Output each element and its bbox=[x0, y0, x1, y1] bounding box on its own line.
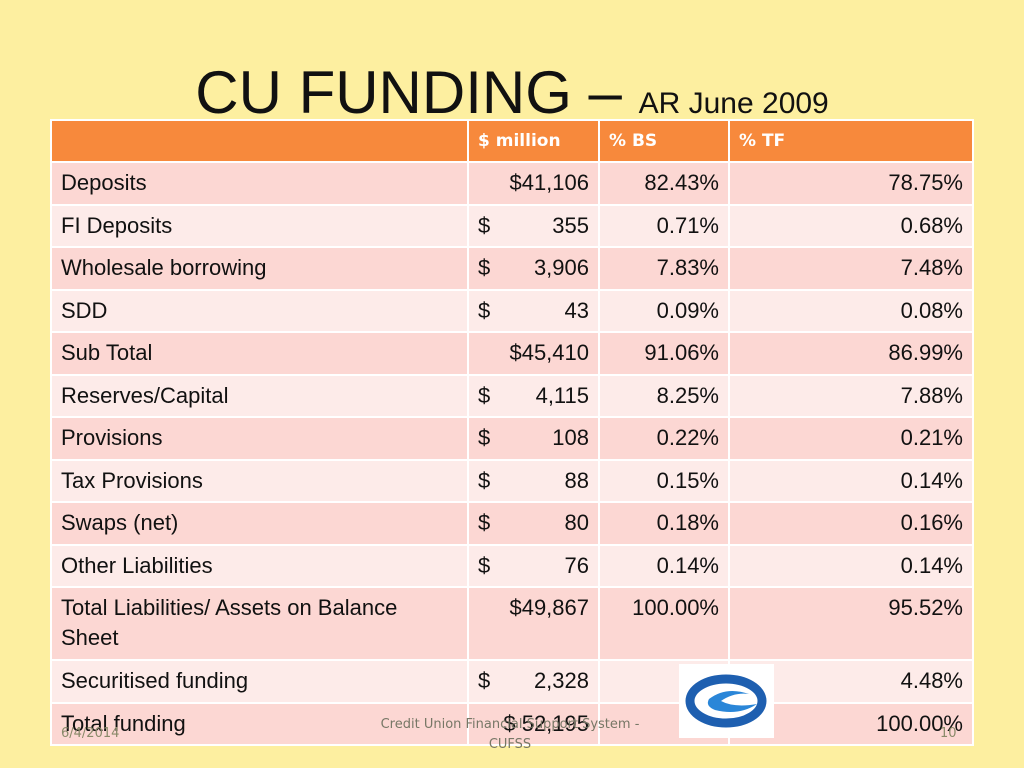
title-main: CU FUNDING – bbox=[195, 59, 639, 126]
amount-value: 4,115 bbox=[535, 382, 589, 408]
amount-value: 3,906 bbox=[533, 255, 589, 281]
row-pct-bs: 91.06% bbox=[598, 331, 730, 376]
amount-value: 76 bbox=[564, 552, 589, 578]
row-amount: $43 bbox=[467, 288, 600, 333]
row-amount: $3,906 bbox=[467, 246, 600, 291]
currency-symbol: $ bbox=[478, 510, 491, 536]
row-amount: $41,106 bbox=[467, 161, 600, 206]
row-pct-bs: 82.43% bbox=[598, 161, 730, 206]
row-amount: $355 bbox=[467, 203, 600, 248]
table-row: Total Liabilities/ Assets on Balance She… bbox=[50, 586, 974, 661]
row-pct-bs: 0.09% bbox=[598, 288, 730, 333]
row-pct-tf: 0.68% bbox=[728, 203, 974, 248]
amount-value: 2,328 bbox=[533, 668, 589, 694]
amount-value: 355 bbox=[552, 212, 589, 238]
row-pct-tf: 0.14% bbox=[728, 458, 974, 503]
row-label: Securitised funding bbox=[50, 659, 469, 704]
row-pct-bs: 0.22% bbox=[598, 416, 730, 461]
row-pct-tf: 0.16% bbox=[728, 501, 974, 546]
row-amount: $49,867 bbox=[467, 586, 600, 661]
footer-center-text: Credit Union Financial Support System - … bbox=[380, 717, 640, 752]
currency-symbol: $ bbox=[478, 212, 491, 238]
table-row: Deposits $41,106 82.43% 78.75% bbox=[50, 161, 974, 206]
row-pct-tf: 0.08% bbox=[728, 288, 974, 333]
row-pct-tf: 78.75% bbox=[728, 161, 974, 206]
table-row: Other Liabilities $76 0.14% 0.14% bbox=[50, 543, 974, 588]
amount-value: 88 bbox=[564, 467, 589, 493]
row-pct-tf: 0.14% bbox=[728, 543, 974, 588]
row-pct-bs: 8.25% bbox=[598, 373, 730, 418]
currency-symbol: $ bbox=[478, 552, 491, 578]
header-cell-million: $ million bbox=[467, 119, 600, 163]
table-row: Securitised funding $2,328 4.48% bbox=[50, 659, 974, 704]
table-row: Reserves/Capital $4,115 8.25% 7.88% bbox=[50, 373, 974, 418]
table-row: Swaps (net) $80 0.18% 0.16% bbox=[50, 501, 974, 546]
row-label: Tax Provisions bbox=[50, 458, 469, 503]
row-amount: $ 52,195 bbox=[467, 701, 600, 746]
row-label: Total funding bbox=[50, 701, 469, 746]
row-amount: $76 bbox=[467, 543, 600, 588]
row-amount: $80 bbox=[467, 501, 600, 546]
row-label: Reserves/Capital bbox=[50, 373, 469, 418]
row-amount: $2,328 bbox=[467, 659, 600, 704]
footer-date: 6/4/2014 bbox=[61, 726, 120, 741]
currency-symbol: $ bbox=[478, 425, 491, 451]
currency-symbol: $ bbox=[478, 255, 491, 281]
row-pct-tf: 7.48% bbox=[728, 246, 974, 291]
row-label: Deposits bbox=[50, 161, 469, 206]
table-row: FI Deposits $355 0.71% 0.68% bbox=[50, 203, 974, 248]
table-header-row: $ million % BS % TF bbox=[50, 119, 974, 163]
row-pct-tf: 95.52% bbox=[728, 586, 974, 661]
table-row: Tax Provisions $88 0.15% 0.14% bbox=[50, 458, 974, 503]
amount-value: 43 bbox=[564, 297, 589, 323]
header-cell-label bbox=[50, 119, 469, 163]
row-amount: $4,115 bbox=[467, 373, 600, 418]
row-amount: $88 bbox=[467, 458, 600, 503]
row-amount: $45,410 bbox=[467, 331, 600, 376]
table-row: Sub Total $45,410 91.06% 86.99% bbox=[50, 331, 974, 376]
row-amount: $108 bbox=[467, 416, 600, 461]
table-row: SDD $43 0.09% 0.08% bbox=[50, 288, 974, 333]
row-label: Other Liabilities bbox=[50, 543, 469, 588]
row-label: Swaps (net) bbox=[50, 501, 469, 546]
slide-title: CU FUNDING – AR June 2009 bbox=[0, 58, 1024, 127]
header-cell-tf: % TF bbox=[728, 119, 974, 163]
row-label: Provisions bbox=[50, 416, 469, 461]
currency-symbol: $ bbox=[478, 668, 491, 694]
funding-table: $ million % BS % TF Deposits $41,106 82.43… bbox=[50, 119, 974, 746]
row-pct-bs: 100.00% bbox=[598, 586, 730, 661]
row-label: FI Deposits bbox=[50, 203, 469, 248]
row-pct-tf: 86.99% bbox=[728, 331, 974, 376]
row-label: Wholesale borrowing bbox=[50, 246, 469, 291]
row-pct-bs: 0.71% bbox=[598, 203, 730, 248]
currency-symbol: $ bbox=[478, 382, 491, 408]
row-label: Sub Total bbox=[50, 331, 469, 376]
table-row: Provisions $108 0.22% 0.21% bbox=[50, 416, 974, 461]
row-label: SDD bbox=[50, 288, 469, 333]
row-pct-bs: 7.83% bbox=[598, 246, 730, 291]
row-pct-bs: 0.15% bbox=[598, 458, 730, 503]
header-cell-bs: % BS bbox=[598, 119, 730, 163]
title-sub: AR June 2009 bbox=[638, 87, 829, 120]
row-pct-bs: 0.18% bbox=[598, 501, 730, 546]
table-row: Wholesale borrowing $3,906 7.83% 7.48% bbox=[50, 246, 974, 291]
currency-symbol: $ bbox=[478, 467, 491, 493]
row-pct-tf: 7.88% bbox=[728, 373, 974, 418]
amount-value: 108 bbox=[552, 425, 589, 451]
footer-page-number: 10 bbox=[940, 726, 957, 741]
cufss-logo-icon bbox=[679, 664, 774, 738]
row-pct-tf: 0.21% bbox=[728, 416, 974, 461]
amount-value: 80 bbox=[564, 510, 589, 536]
currency-symbol: $ bbox=[478, 297, 491, 323]
row-label: Total Liabilities/ Assets on Balance She… bbox=[50, 586, 469, 661]
row-pct-bs: 0.14% bbox=[598, 543, 730, 588]
